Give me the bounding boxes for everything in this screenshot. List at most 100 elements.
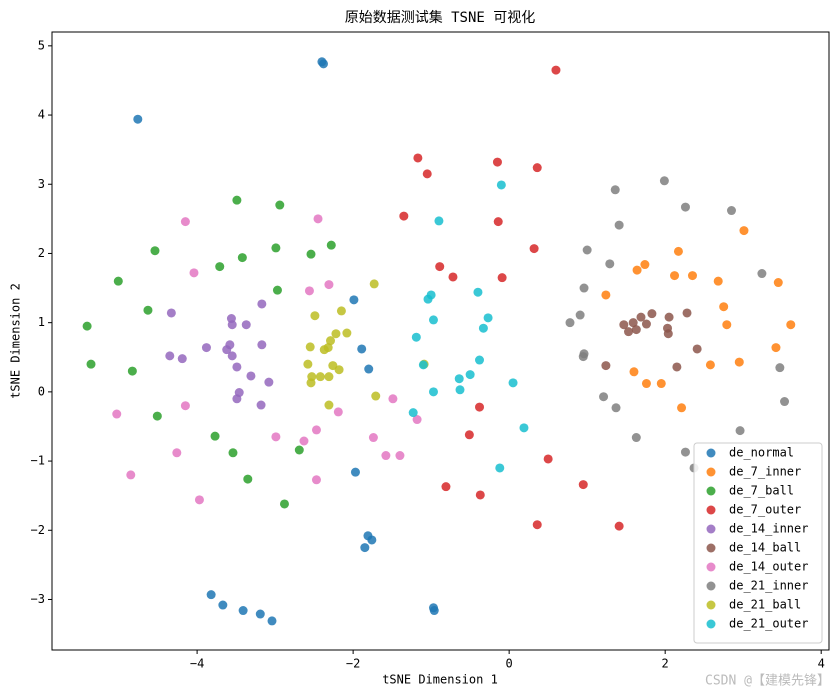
scatter-point xyxy=(82,321,92,331)
scatter-point xyxy=(334,365,344,375)
scatter-point xyxy=(418,360,428,370)
scatter-point xyxy=(599,392,609,402)
scatter-point xyxy=(166,308,176,318)
scatter-point xyxy=(238,606,248,616)
legend-label: de_14_outer xyxy=(729,560,808,574)
scatter-point xyxy=(318,59,328,69)
scatter-point xyxy=(578,352,588,362)
scatter-point xyxy=(381,451,391,461)
scatter-point xyxy=(441,482,451,492)
scatter-point xyxy=(371,391,381,401)
scatter-point xyxy=(271,243,281,253)
legend-marker xyxy=(706,581,716,591)
scatter-point xyxy=(455,385,465,395)
scatter-point xyxy=(428,387,438,397)
scatter-point xyxy=(532,520,542,530)
scatter-point xyxy=(672,362,682,372)
legend-marker xyxy=(706,486,716,496)
scatter-point xyxy=(368,433,378,443)
scatter-point xyxy=(434,216,444,226)
scatter-point xyxy=(411,332,421,342)
scatter-point xyxy=(726,206,736,216)
scatter-point xyxy=(177,354,187,364)
scatter-point xyxy=(786,320,796,330)
scatter-point xyxy=(435,262,445,272)
scatter-point xyxy=(360,543,370,553)
legend-marker xyxy=(706,619,716,629)
scatter-point xyxy=(629,367,639,377)
scatter-point xyxy=(475,402,485,412)
scatter-point xyxy=(682,308,692,318)
scatter-point xyxy=(324,372,334,382)
scatter-point xyxy=(478,323,488,333)
scatter-point xyxy=(126,470,136,480)
scatter-point xyxy=(333,407,343,417)
scatter-point xyxy=(647,309,657,319)
scatter-point xyxy=(780,397,790,407)
scatter-point xyxy=(663,329,673,339)
scatter-point xyxy=(215,262,225,272)
scatter-point xyxy=(735,426,745,436)
scatter-point xyxy=(578,480,588,490)
y-tick-label: −1 xyxy=(31,454,45,468)
scatter-point xyxy=(464,430,474,440)
scatter-point xyxy=(619,320,629,330)
legend-label: de_14_inner xyxy=(729,522,808,536)
scatter-point xyxy=(551,65,561,75)
legend-marker xyxy=(706,448,716,458)
scatter-point xyxy=(601,290,611,300)
scatter-point xyxy=(614,220,624,230)
scatter-point xyxy=(237,253,247,263)
scatter-point xyxy=(275,200,285,210)
scatter-point xyxy=(687,271,697,281)
scatter-point xyxy=(310,311,320,321)
scatter-point xyxy=(324,280,334,290)
scatter-point xyxy=(218,600,228,610)
scatter-point xyxy=(349,295,359,305)
scatter-point xyxy=(734,357,744,367)
scatter-point xyxy=(614,521,624,531)
y-tick-label: 3 xyxy=(38,177,45,191)
scatter-point xyxy=(225,340,235,350)
scatter-point xyxy=(601,361,611,371)
scatter-point xyxy=(272,285,282,295)
scatter-point xyxy=(475,355,485,365)
scatter-point xyxy=(342,328,352,338)
scatter-point xyxy=(299,436,309,446)
scatter-point xyxy=(264,377,274,387)
scatter-point xyxy=(775,363,785,373)
scatter-point xyxy=(243,474,253,484)
x-tick-label: 2 xyxy=(662,657,669,671)
scatter-point xyxy=(267,616,277,626)
scatter-point xyxy=(336,306,346,316)
scatter-point xyxy=(492,157,502,167)
scatter-point xyxy=(673,246,683,256)
scatter-point xyxy=(172,448,182,458)
scatter-point xyxy=(475,490,485,500)
plot-frame xyxy=(51,31,830,651)
legend-marker xyxy=(706,505,716,515)
scatter-point xyxy=(519,423,529,433)
scatter-point xyxy=(369,279,379,289)
scatter-point xyxy=(326,336,336,346)
scatter-point xyxy=(279,499,289,509)
x-tick-label: −2 xyxy=(346,657,360,671)
scatter-point xyxy=(473,287,483,297)
scatter-point xyxy=(324,400,334,410)
scatter-point xyxy=(304,286,314,296)
scatter-point xyxy=(497,273,507,283)
scatter-point xyxy=(605,259,615,269)
scatter-point xyxy=(670,271,680,281)
scatter-point xyxy=(632,265,642,275)
scatter-point xyxy=(412,415,422,425)
scatter-point xyxy=(448,272,458,282)
scatter-point xyxy=(610,185,620,195)
scatter-point xyxy=(532,163,542,173)
scatter-point xyxy=(641,379,651,389)
scatter-point xyxy=(631,325,641,335)
scatter-point xyxy=(413,153,423,163)
scatter-point xyxy=(664,312,674,322)
legend-label: de_21_inner xyxy=(729,579,808,593)
scatter-point xyxy=(206,590,216,600)
x-axis-label: tSNE Dimension 1 xyxy=(382,673,498,687)
